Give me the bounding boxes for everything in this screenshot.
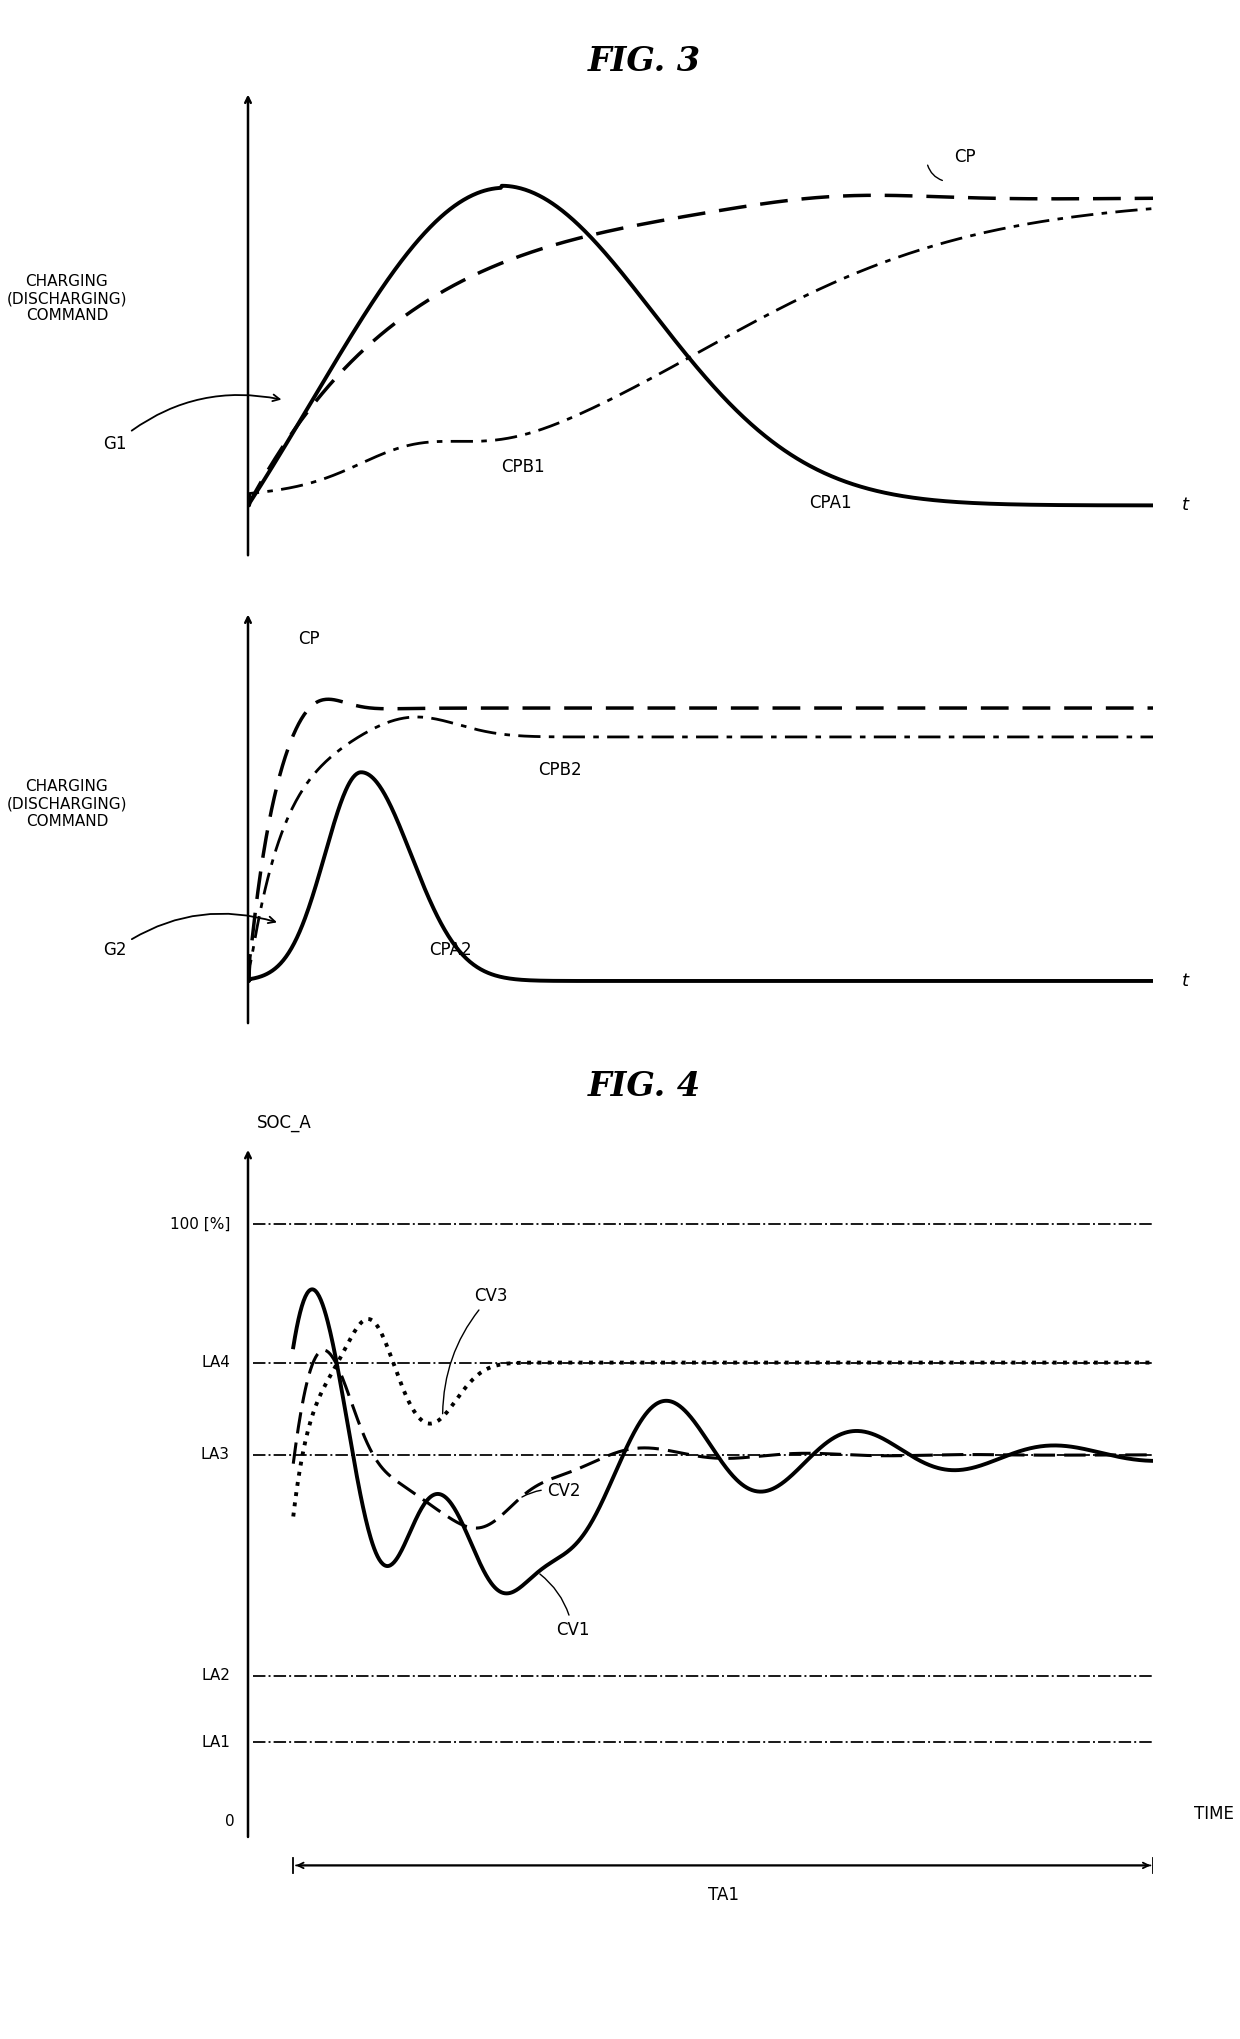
Text: LA1: LA1 — [201, 1735, 229, 1749]
Text: FIG. 3: FIG. 3 — [588, 45, 702, 77]
Text: LA3: LA3 — [201, 1448, 229, 1462]
Text: TIME: TIME — [1194, 1805, 1234, 1823]
Text: FIG. 4: FIG. 4 — [588, 1070, 702, 1103]
Text: CV1: CV1 — [539, 1574, 589, 1639]
Text: 0: 0 — [224, 1815, 234, 1829]
Text: CPA1: CPA1 — [810, 493, 852, 512]
Text: t: t — [1182, 495, 1189, 514]
Text: t: t — [1182, 973, 1189, 991]
Text: CV3: CV3 — [443, 1287, 508, 1413]
Text: G1: G1 — [103, 396, 279, 453]
Text: CPB2: CPB2 — [538, 761, 582, 779]
Text: CP: CP — [298, 630, 320, 648]
Text: LA4: LA4 — [201, 1356, 229, 1370]
Text: LA2: LA2 — [201, 1668, 229, 1682]
Text: TA1: TA1 — [708, 1886, 739, 1904]
Text: CV2: CV2 — [522, 1482, 580, 1501]
Text: G2: G2 — [103, 913, 275, 958]
Text: SOC_A: SOC_A — [257, 1113, 311, 1132]
Text: CHARGING
(DISCHARGING)
COMMAND: CHARGING (DISCHARGING) COMMAND — [6, 273, 128, 324]
Text: CHARGING
(DISCHARGING)
COMMAND: CHARGING (DISCHARGING) COMMAND — [6, 779, 128, 830]
Text: CP: CP — [954, 149, 976, 167]
Text: CPB1: CPB1 — [501, 457, 546, 475]
Text: CPA2: CPA2 — [429, 942, 471, 958]
Text: 100 [%]: 100 [%] — [170, 1217, 229, 1232]
